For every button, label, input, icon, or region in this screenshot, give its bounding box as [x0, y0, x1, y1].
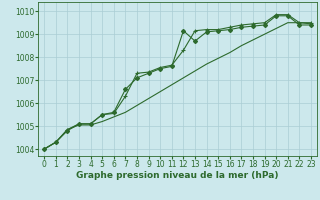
X-axis label: Graphe pression niveau de la mer (hPa): Graphe pression niveau de la mer (hPa) — [76, 171, 279, 180]
